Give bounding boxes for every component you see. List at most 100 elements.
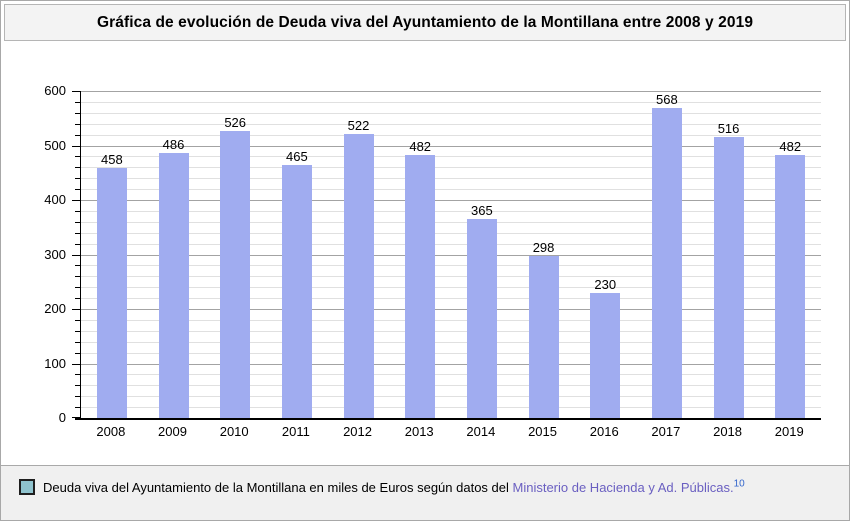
x-tick-label: 2008	[96, 424, 126, 439]
gridline	[81, 363, 821, 365]
bar-value-label: 522	[347, 117, 370, 133]
legend: Deuda viva del Ayuntamiento de la Montil…	[1, 465, 849, 520]
gridline	[81, 396, 821, 398]
bar-value-label: 458	[100, 152, 123, 168]
bar-2018	[713, 136, 744, 418]
x-tick-label: 2014	[466, 424, 496, 439]
bar-slot-2008: 458	[81, 91, 143, 418]
chart-area: 0 100 200 300 400 500 600 458 486 526 465 522 482 36…	[2, 41, 848, 465]
y-axis-tick	[75, 341, 80, 343]
y-axis-tick	[75, 123, 80, 125]
gridline	[81, 407, 821, 409]
gridline	[81, 298, 821, 300]
gridline	[81, 221, 821, 223]
bar-value-label: 230	[594, 276, 617, 292]
y-axis-tick	[75, 319, 80, 321]
gridline	[81, 145, 821, 147]
bar-value-label: 365	[471, 203, 493, 219]
y-axis-tick	[75, 407, 80, 409]
gridline	[81, 341, 821, 343]
gridline	[81, 200, 821, 201]
y-axis-tick	[75, 330, 80, 332]
y-axis-tick	[75, 385, 80, 387]
y-axis-tick	[75, 167, 80, 169]
x-tick-label: 2015	[528, 424, 557, 439]
bar-slot-2019: 482	[759, 91, 821, 418]
gridline	[81, 167, 821, 169]
bar-value-label: 526	[224, 115, 247, 131]
axis-corner	[75, 418, 81, 420]
plot-area: 458 486 526 465 522 482 365 298 230 568 516 482	[72, 91, 821, 420]
bar-2019	[775, 155, 806, 418]
bar-slot-2011: 465	[266, 91, 328, 418]
bar-value-label: 568	[656, 92, 678, 108]
bar-2016	[590, 292, 621, 418]
y-axis-tick	[75, 210, 80, 212]
y-tick-label: 500	[44, 137, 66, 153]
x-tick-label: 2012	[343, 424, 372, 439]
bars: 458 486 526 465 522 482 365 298 230 568 516 482	[81, 91, 821, 418]
y-tick-label: 0	[58, 410, 66, 425]
bar-2014	[466, 219, 497, 418]
gridline	[81, 287, 821, 289]
gridline	[81, 309, 821, 310]
bar-2017	[651, 108, 682, 418]
y-tick-label: 300	[44, 246, 66, 262]
y-axis-tick	[72, 363, 80, 365]
bar-2013	[405, 155, 436, 418]
y-axis-tick	[75, 178, 80, 180]
y-axis-tick	[72, 417, 80, 418]
gridline	[81, 156, 821, 158]
gridline	[81, 91, 821, 92]
gridline	[81, 319, 821, 321]
gridline	[81, 374, 821, 376]
y-tick-label: 400	[44, 192, 66, 207]
x-axis-labels: 2008 2009 2010 2011 2012 2013 2014 2015 2016 2017…	[80, 424, 820, 439]
bar-slot-2018: 516	[698, 91, 760, 418]
y-tick-label: 600	[44, 83, 66, 98]
gridline	[81, 112, 821, 114]
bar-2010	[220, 131, 251, 418]
x-tick-label: 2011	[281, 424, 310, 439]
gridline	[81, 178, 821, 180]
y-axis-tick	[75, 352, 80, 354]
gridline	[81, 254, 821, 256]
bar-slot-2017: 568	[636, 91, 698, 418]
y-axis-tick	[75, 134, 80, 136]
legend-caption: Deuda viva del Ayuntamiento de la Montil…	[43, 480, 513, 495]
bar-slot-2014: 365	[451, 91, 513, 418]
bar-slot-2009: 486	[143, 91, 205, 418]
x-tick-label: 2018	[713, 424, 743, 439]
y-axis-tick	[75, 374, 80, 376]
y-axis-tick	[75, 287, 80, 289]
bar-value-label: 482	[409, 139, 432, 155]
y-axis-tick	[75, 243, 80, 245]
x-tick-label: 2013	[404, 424, 434, 439]
y-axis-tick	[75, 232, 80, 234]
chart-title: Gráfica de evolución de Deuda viva del A…	[4, 4, 846, 41]
y-axis-tick	[72, 200, 80, 201]
y-axis-tick	[72, 309, 80, 310]
gridline	[81, 276, 821, 278]
x-tick-label: 2016	[589, 424, 619, 439]
y-axis-tick	[75, 112, 80, 114]
gridline	[81, 265, 821, 267]
bar-2009	[158, 153, 189, 418]
y-tick-label: 100	[44, 355, 66, 371]
reference-link[interactable]: 10	[733, 478, 745, 490]
source-link[interactable]: Ministerio de Hacienda y Ad. Públicas.	[512, 480, 734, 495]
y-tick-label: 200	[44, 301, 66, 316]
y-axis-tick	[75, 396, 80, 398]
gridline	[81, 243, 821, 245]
x-tick-label: 2009	[158, 424, 187, 439]
gridline	[81, 385, 821, 387]
legend-text: Deuda viva del Ayuntamiento de la Montil…	[43, 479, 745, 496]
bar-2012	[343, 133, 374, 418]
y-axis-tick	[75, 156, 80, 158]
bar-slot-2013: 482	[389, 91, 451, 418]
bar-value-label: 465	[286, 148, 308, 164]
bar-value-label: 482	[779, 139, 802, 155]
gridline	[81, 123, 821, 125]
y-axis-tick	[72, 91, 80, 92]
